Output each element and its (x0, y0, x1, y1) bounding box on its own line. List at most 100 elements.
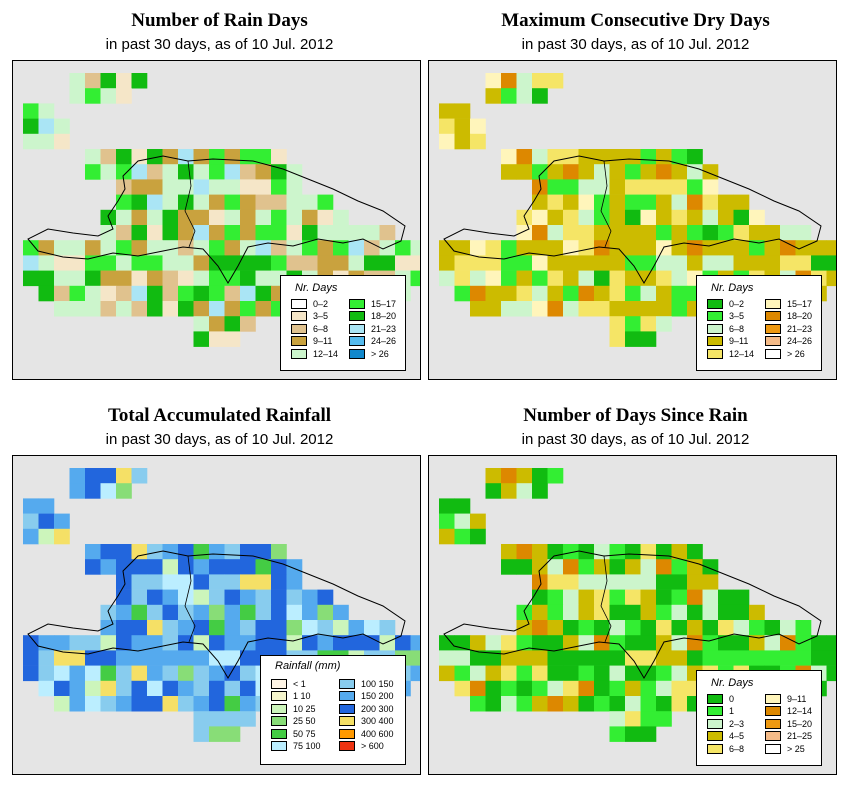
grid-cell (23, 513, 39, 530)
grid-cell (286, 179, 303, 195)
grid-cell (501, 149, 517, 165)
grid-cell (286, 164, 303, 180)
legend-item: 12–14 (765, 706, 812, 717)
grid-cell (578, 620, 595, 636)
legend-item: 6–8 (707, 743, 744, 754)
grid-cell (333, 620, 349, 636)
grid-cell (687, 544, 703, 560)
grid-cell (85, 696, 101, 712)
grid-cell (501, 240, 517, 256)
legend-swatch (765, 298, 781, 309)
grid-cell (286, 604, 303, 621)
grid-cell (410, 650, 420, 666)
grid-cell (439, 103, 455, 119)
grid-cell (116, 589, 132, 606)
grid-cell (85, 73, 101, 89)
grid-cell (224, 209, 241, 226)
grid-cell (671, 559, 688, 575)
grid-cell (454, 680, 471, 697)
grid-cell (100, 164, 117, 180)
grid-cell (609, 620, 626, 636)
grid-cell (131, 209, 148, 226)
grid-cell (609, 559, 626, 575)
legend-swatch (707, 693, 723, 704)
grid-cell (454, 118, 471, 135)
grid-cell (209, 240, 225, 256)
grid-cell (718, 589, 734, 606)
legend-item: 1 (707, 706, 734, 717)
grid-cell (532, 544, 548, 560)
grid-cell (255, 620, 272, 636)
grid-cell (131, 270, 148, 287)
grid-cell (609, 255, 626, 271)
grid-cell (625, 194, 641, 211)
grid-cell (255, 225, 272, 241)
grid-cell (563, 604, 579, 621)
grid-cell (224, 255, 241, 271)
legend-swatch (707, 718, 723, 729)
legend-swatch (271, 728, 287, 739)
grid-cell (718, 650, 734, 666)
grid-cell (563, 179, 579, 195)
grid-cell (532, 468, 548, 484)
grid-cell (702, 650, 719, 666)
grid-cell (609, 225, 626, 241)
grid-cell (271, 574, 287, 590)
legend-swatch (765, 706, 781, 716)
grid-cell (594, 164, 610, 180)
grid-cell (594, 544, 610, 560)
grid-cell (100, 650, 117, 666)
grid-cell (485, 240, 502, 256)
grid-cell (209, 559, 225, 575)
grid-cell (625, 301, 641, 317)
grid-cell (671, 589, 688, 606)
legend-item: 15–17 (349, 298, 396, 309)
grid-cell (85, 301, 101, 317)
grid-cell (780, 255, 796, 271)
grid-cell (687, 620, 703, 636)
grid-cell (240, 164, 256, 180)
grid-cell (454, 285, 471, 302)
legend-item: 400 600 (339, 728, 394, 739)
grid-cell (764, 650, 781, 666)
legend-label: 6–8 (313, 323, 329, 334)
grid-cell (656, 680, 672, 697)
grid-cell (255, 559, 272, 575)
legend-label: > 26 (371, 348, 389, 359)
panel-subtitle: in past 30 days, as of 10 Jul. 2012 (105, 431, 334, 448)
grid-cell (501, 164, 517, 180)
grid-cell (224, 331, 241, 347)
grid-cell (23, 103, 39, 119)
legend-label: 0–2 (729, 298, 745, 309)
grid-cell (116, 680, 132, 697)
grid-cell (271, 179, 287, 195)
grid-cell (85, 164, 101, 180)
grid-cell (547, 544, 564, 560)
grid-cell (38, 498, 55, 514)
legend-label: > 26 (787, 348, 805, 359)
grid-cell (470, 635, 486, 651)
grid-cell (209, 665, 225, 682)
grid-cell (54, 696, 70, 712)
grid-cell (454, 103, 471, 119)
grid-cell (656, 179, 672, 195)
grid-cell (131, 73, 148, 89)
grid-cell (702, 209, 719, 226)
grid-cell (532, 574, 548, 590)
grid-cell (240, 604, 256, 621)
grid-cell (671, 665, 688, 682)
grid-cell (131, 301, 148, 317)
grid-cell (795, 255, 812, 271)
grid-cell (501, 285, 517, 302)
grid-cell (85, 468, 101, 484)
grid-cell (439, 240, 455, 256)
grid-cell (23, 133, 39, 150)
grid-cell (147, 650, 163, 666)
legend-swatch (271, 716, 287, 726)
grid-cell (85, 240, 101, 256)
grid-cell (38, 680, 55, 697)
grid-cell (764, 225, 781, 241)
grid-cell (733, 635, 750, 651)
grid-cell (286, 635, 303, 651)
grid-cell (532, 225, 548, 241)
